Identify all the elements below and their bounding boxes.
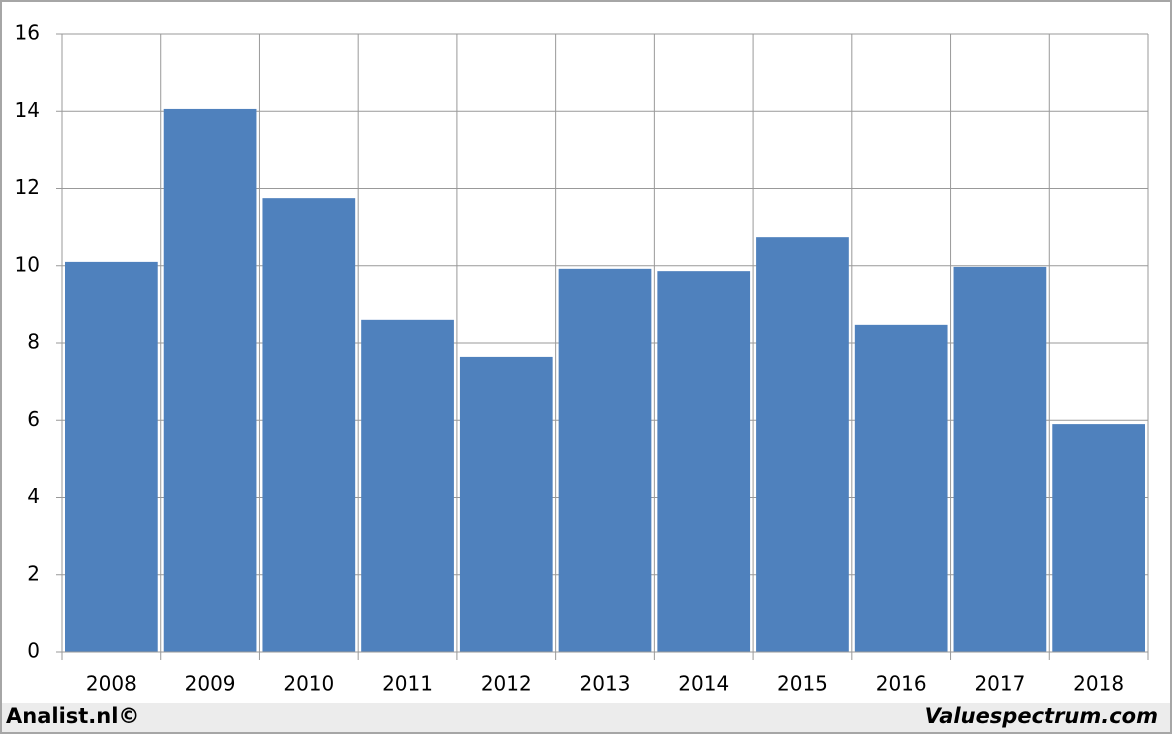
y-tick-label: 2 xyxy=(27,561,40,585)
y-tick-label: 16 xyxy=(15,21,40,45)
bar xyxy=(459,356,553,652)
y-tick-label: 4 xyxy=(27,484,40,508)
x-tick-label: 2018 xyxy=(1073,672,1124,696)
bar xyxy=(65,261,158,652)
bar xyxy=(163,108,257,653)
bar xyxy=(1052,424,1145,652)
y-tick-label: 6 xyxy=(27,407,40,431)
y-tick-label: 14 xyxy=(15,98,40,122)
y-tick-label: 0 xyxy=(27,639,40,663)
bar xyxy=(657,271,751,652)
bar xyxy=(953,266,1047,652)
source-right: Valuespectrum.com xyxy=(925,704,1158,728)
x-tick-label: 2009 xyxy=(185,672,236,696)
x-tick-label: 2013 xyxy=(580,672,631,696)
x-tick-label: 2017 xyxy=(974,672,1025,696)
source-left: Analist.nl© xyxy=(6,704,139,728)
x-tick-label: 2016 xyxy=(876,672,927,696)
x-tick-label: 2010 xyxy=(283,672,334,696)
bar xyxy=(361,319,454,652)
x-tick-label: 2014 xyxy=(678,672,729,696)
x-tick-label: 2011 xyxy=(382,672,433,696)
bar xyxy=(756,237,849,653)
bar xyxy=(558,268,652,652)
bar xyxy=(262,198,356,652)
y-tick-label: 8 xyxy=(27,330,40,354)
bar xyxy=(854,324,948,652)
y-tick-label: 12 xyxy=(15,175,40,199)
x-tick-label: 2015 xyxy=(777,672,828,696)
footer-band xyxy=(2,703,1170,732)
x-tick-label: 2012 xyxy=(481,672,532,696)
x-tick-label: 2008 xyxy=(86,672,137,696)
y-tick-label: 10 xyxy=(15,252,40,276)
